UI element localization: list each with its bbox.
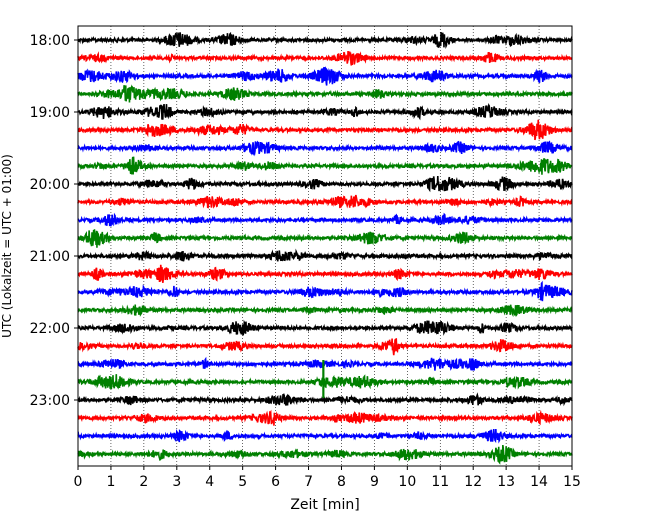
trace-1815 xyxy=(77,51,573,66)
x-tick-label: 3 xyxy=(172,474,181,490)
trace-2130 xyxy=(77,280,573,302)
trace-2215 xyxy=(77,338,573,356)
grid-lines xyxy=(110,26,540,466)
y-axis: 18:00 19:00 20:00 21:00 22:00 23:00 xyxy=(30,33,78,409)
trace-1915 xyxy=(77,119,573,141)
x-tick-label: 5 xyxy=(238,474,247,490)
trace-2300 xyxy=(77,392,573,407)
x-tick-label: 8 xyxy=(337,474,346,490)
x-tick-label: 15 xyxy=(563,474,581,490)
x-tick-label: 0 xyxy=(74,474,83,490)
plot-frame xyxy=(77,25,573,467)
trace-2330 xyxy=(77,428,573,444)
trace-1800 xyxy=(77,31,573,50)
y-tick-label: 19:00 xyxy=(30,105,70,121)
trace-1930 xyxy=(77,140,573,157)
trace-2245 xyxy=(77,374,573,390)
x-tick-label: 9 xyxy=(370,474,379,490)
trace-2045 xyxy=(77,229,573,248)
x-tick-label: 13 xyxy=(497,474,515,490)
trace-2200 xyxy=(77,319,573,336)
x-tick-label: 14 xyxy=(530,474,548,490)
trace-2230 xyxy=(77,356,573,371)
trace-1900 xyxy=(77,102,573,121)
x-tick-label: 6 xyxy=(271,474,280,490)
x-tick-label: 10 xyxy=(398,474,416,490)
trace-2145 xyxy=(77,304,573,318)
y-tick-label: 20:00 xyxy=(30,177,70,193)
trace-1945 xyxy=(77,156,573,175)
x-tick-label: 2 xyxy=(139,474,148,490)
trace-2100 xyxy=(77,248,573,262)
x-tick-label: 11 xyxy=(431,474,449,490)
y-tick-label: 21:00 xyxy=(30,249,70,265)
trace-2000 xyxy=(77,175,573,193)
x-tick-label: 7 xyxy=(304,474,313,490)
trace-2030 xyxy=(77,212,573,227)
trace-group xyxy=(77,31,573,465)
trace-2115 xyxy=(77,264,573,283)
x-tick-label: 1 xyxy=(106,474,115,490)
y-axis-label: UTC (Lokalzeit = UTC + 01:00) xyxy=(0,154,14,338)
trace-1830 xyxy=(77,66,573,86)
x-axis-label: Zeit [min] xyxy=(290,497,359,513)
y-tick-label: 23:00 xyxy=(30,393,70,409)
y-tick-label: 22:00 xyxy=(30,321,70,337)
trace-2345 xyxy=(77,444,573,465)
trace-1845 xyxy=(77,84,573,103)
x-axis: 0 1 2 3 4 5 6 7 8 9 10 11 12 13 14 15 xyxy=(74,466,581,490)
trace-2015 xyxy=(77,194,573,209)
x-tick-label: 12 xyxy=(464,474,482,490)
x-tick-label: 4 xyxy=(205,474,214,490)
y-tick-label: 18:00 xyxy=(30,33,70,49)
trace-2315 xyxy=(77,409,573,426)
